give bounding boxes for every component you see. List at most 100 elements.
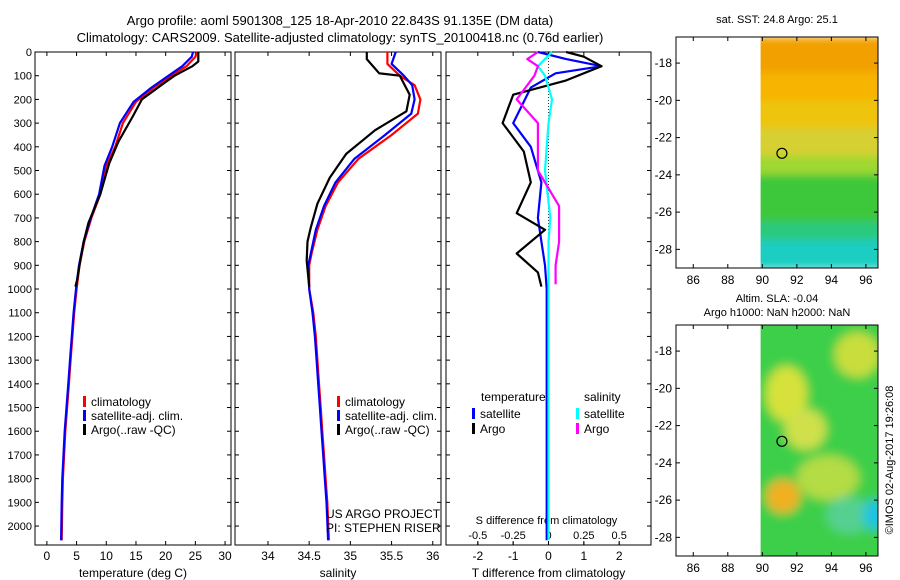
map-blob-4 [765, 479, 801, 514]
annotation: US ARGO PROJECT [326, 507, 441, 521]
x-axis-label: salinity [320, 566, 357, 580]
legend-swatch [83, 410, 86, 421]
legend-swatch [472, 408, 475, 419]
y-tick-label: 500 [14, 166, 32, 178]
plot-frame [34, 51, 232, 546]
y-tick-label: -28 [655, 530, 673, 544]
x-tick-label: 92 [790, 273, 804, 287]
argo-position-marker [776, 435, 788, 447]
salinity-panel: 34 34.5 35 35.5 36 salinity climatologysatelli… [234, 51, 442, 580]
y-tick-label: -18 [655, 56, 673, 70]
legend-swatch [83, 396, 86, 407]
title-line-2: Climatology: CARS2009. Satellite-adjuste… [77, 30, 604, 45]
y-tick-label: 1800 [8, 474, 32, 486]
y-tick-label: 900 [14, 260, 32, 272]
x-tick-label: 86 [687, 273, 701, 287]
legend-label: satellite-adj. clim. [345, 409, 437, 423]
y-tick-label: -28 [655, 242, 673, 256]
y-tick-label: 1100 [8, 308, 32, 320]
series-line-2 [305, 52, 411, 287]
x-tick-label: 34 [261, 549, 275, 563]
map-title: sat. SST: 24.8 Argo: 25.1 [716, 14, 838, 26]
y-tick-label: 400 [14, 142, 32, 154]
plot-frame [234, 51, 442, 546]
y-tick-label: 1700 [8, 450, 32, 462]
s-tick-label: 0.25 [573, 530, 594, 542]
map-blob-6 [862, 500, 878, 530]
copyright-side-text: ©IMOS 02-Aug-2017 19:26:08 [884, 386, 896, 535]
map-title-line-1: Altim. SLA: -0.04 [736, 293, 819, 305]
series-line-2 [74, 52, 200, 287]
y-tick-label: -26 [655, 493, 673, 507]
y-tick-label: -22 [655, 419, 673, 433]
map-field-inner [760, 37, 878, 268]
legend-label: climatology [91, 395, 151, 409]
legend-label: satellite [480, 407, 521, 421]
y-tick-label: -20 [655, 381, 673, 395]
map-band-7 [760, 240, 878, 268]
x-axis-label: T difference from climatology [472, 566, 626, 580]
x-tick-label: 92 [790, 561, 804, 575]
x-tick-label: 1 [581, 549, 588, 563]
y-tick-label: -26 [655, 205, 673, 219]
x-tick-label: 90 [756, 273, 770, 287]
legend-swatch [337, 424, 340, 435]
map-band-1 [760, 72, 878, 102]
x-tick-label: 88 [721, 273, 735, 287]
map-frame [675, 324, 879, 557]
map-blob-1 [784, 408, 827, 450]
legend-label: Argo(..raw -QC) [91, 423, 176, 437]
series-line-1 [307, 51, 416, 541]
x-tick-label: 86 [687, 561, 701, 575]
legend-label: Argo [584, 422, 610, 436]
map-band-5 [760, 174, 878, 223]
y-tick-label: -22 [655, 131, 673, 145]
y-tick-label: 1600 [8, 426, 32, 438]
difference-panel: -2 -1 0 1 2 T difference from climatology -0.5… [445, 50, 652, 580]
y-tick-label: 2000 [8, 521, 32, 533]
s-tick-label: -0.25 [501, 530, 526, 542]
x-tick-label: 35 [344, 549, 358, 563]
x-tick-label: 2 [616, 549, 623, 563]
x-tick-label: 94 [825, 273, 839, 287]
y-tick-label: 800 [14, 237, 32, 249]
x-tick-label: 5 [73, 549, 80, 563]
legend-label: satellite-adj. clim. [91, 409, 183, 423]
map-blob-3 [796, 455, 860, 501]
legend-label: satellite [584, 407, 625, 421]
y-tick-label: 200 [14, 94, 32, 106]
y-tick-label: -18 [655, 344, 673, 358]
argo-position-marker [776, 147, 788, 159]
map-blob-2 [834, 332, 878, 378]
y-tick-label: 300 [14, 118, 32, 130]
y-tick-label: 1400 [8, 379, 32, 391]
title-line-1: Argo profile: aoml 5901308_125 18-Apr-20… [127, 13, 553, 28]
legend-swatch [472, 423, 475, 434]
sla-map-panel: 86 88 90 92 94 96 -18 -20 -22 -24 -26 -28 Altim. SLA… [655, 293, 879, 575]
legend-label: Argo(..raw -QC) [345, 423, 430, 437]
x-tick-label: 30 [218, 549, 232, 563]
x-tick-label: 0 [545, 549, 552, 563]
y-tick-label: 0 [26, 47, 32, 59]
y-tick-label: 1500 [8, 403, 32, 415]
map-blob-0 [765, 365, 808, 422]
legend-swatch [337, 396, 340, 407]
y-tick-label: 100 [14, 71, 32, 83]
map-field [760, 37, 878, 268]
map-band-0 [760, 37, 878, 74]
s-tick-label: -0.5 [468, 530, 487, 542]
legend-swatch [337, 410, 340, 421]
map-band-4 [760, 156, 878, 176]
x-tick-label: 94 [825, 561, 839, 575]
x-tick-label: 15 [129, 549, 143, 563]
map-title-line-2: Argo h1000: NaN h2000: NaN [704, 307, 851, 319]
legend-title: salinity [584, 390, 621, 404]
x-tick-label: 96 [859, 273, 873, 287]
x-tick-label: 96 [859, 561, 873, 575]
x-tick-label: 88 [721, 561, 735, 575]
legend-swatch [83, 424, 86, 435]
x-axis-label: temperature (deg C) [79, 566, 187, 580]
legend-title: temperature [481, 390, 546, 404]
x-tick-label: 20 [159, 549, 173, 563]
map-band-2 [760, 100, 878, 130]
